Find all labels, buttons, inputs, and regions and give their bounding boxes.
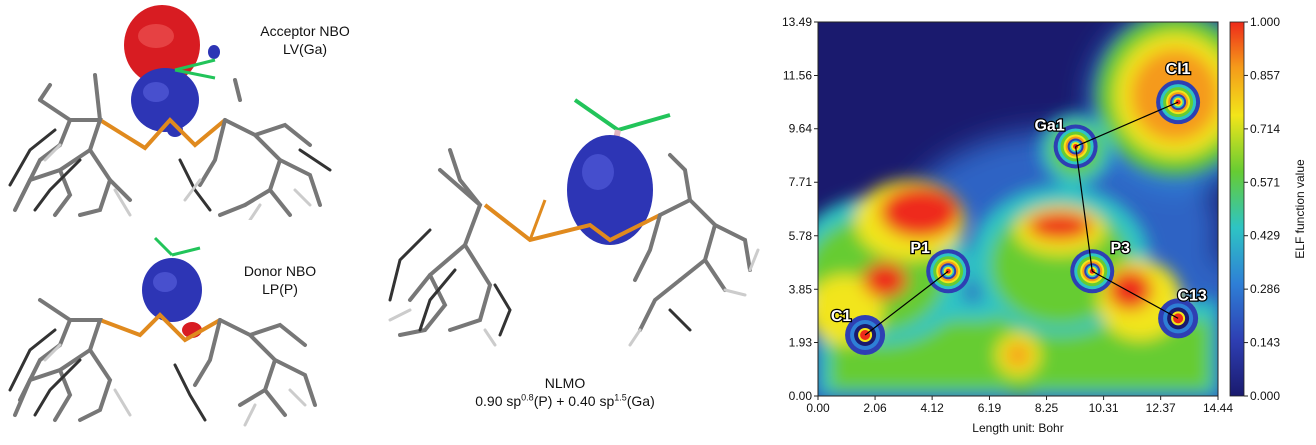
y-tick-label: 13.49 <box>782 15 812 29</box>
colorbar-tick-label: 0.571 <box>1250 175 1280 189</box>
nlmo-panel: NLMO 0.90 sp0.8(P) + 0.40 sp1.5(Ga) <box>370 0 760 440</box>
atom-core-c13 <box>1158 298 1199 339</box>
donor-molecule-image <box>8 236 317 427</box>
y-tick-label: 11.56 <box>783 69 812 83</box>
y-tick-label: 3.85 <box>789 282 813 296</box>
y-tick-label: 0.00 <box>789 389 813 403</box>
formula-exponent-1: 0.8 <box>521 392 534 403</box>
elf-plot-frame <box>817 21 1219 397</box>
formula-part-coef1: 0.90 sp <box>475 393 522 409</box>
formula-part-atom2: (Ga) <box>626 393 655 409</box>
atom-label-ga1: Ga1 <box>1034 117 1064 134</box>
donor-title-line1: Donor NBO <box>243 263 317 279</box>
nlmo-title: NLMO <box>544 375 586 391</box>
atom-label-cl1: Cl1 <box>1166 61 1191 78</box>
y-tick-label: 1.93 <box>789 335 813 349</box>
elf-map-panel: Cl1 Ga1 P1 P3 C1 C13 0.00 2.06 4.12 6.19 8.25 10.3… <box>760 0 1316 440</box>
colorbar-tick-label: 0.429 <box>1250 229 1280 243</box>
formula-exponent-2: 1.5 <box>614 392 627 403</box>
nlmo-molecule-image <box>388 98 760 347</box>
y-axis-ticks: 0.00 1.93 3.85 5.78 7.71 9.64 11.56 13.49 <box>782 15 818 403</box>
atom-label-p1: P1 <box>910 240 930 257</box>
bond-ga1-p3 <box>1075 146 1093 272</box>
y-tick-label: 9.64 <box>789 122 813 136</box>
colorbar-tick-label: 0.286 <box>1250 282 1280 296</box>
x-tick-label: 6.19 <box>978 401 1002 415</box>
atom-labels: Cl1 Ga1 P1 P3 C1 C13 <box>830 60 1209 326</box>
x-tick-label: 12.37 <box>1146 401 1176 415</box>
atom-label-c1: C1 <box>831 308 852 325</box>
colorbar-tick-label: 0.143 <box>1250 336 1280 350</box>
colorbar <box>1229 21 1245 397</box>
colorbar-title: ELF function value <box>1293 159 1307 259</box>
x-tick-label: 0.00 <box>806 401 830 415</box>
bond-c1-p1 <box>864 270 949 336</box>
x-tick-label: 4.12 <box>920 401 944 415</box>
x-axis-title: Length unit: Bohr <box>972 421 1063 435</box>
x-axis-ticks: 0.00 2.06 4.12 6.19 8.25 10.31 12.37 14.44 <box>806 396 1233 415</box>
elf-density-layer <box>818 22 1218 396</box>
atom-label-c13: C13 <box>1177 287 1206 304</box>
donor-nbo-panel: Donor NBO LP(P) <box>0 220 370 440</box>
colorbar-tick-label: 0.000 <box>1250 389 1280 403</box>
atom-core-ga1 <box>1053 124 1098 169</box>
bond-ga1-cl1 <box>1075 101 1179 148</box>
x-tick-label: 2.06 <box>863 401 887 415</box>
acceptor-blue-lobe <box>131 68 199 132</box>
donor-title-line2: LP(P) <box>262 281 298 297</box>
bond-p3-c13 <box>1091 270 1179 319</box>
acceptor-molecule-image <box>8 5 332 220</box>
x-tick-label: 10.31 <box>1089 401 1119 415</box>
x-tick-label: 14.44 <box>1203 401 1233 415</box>
nlmo-formula: 0.90 sp0.8(P) + 0.40 sp1.5(Ga) <box>440 392 690 410</box>
colorbar-tick-label: 0.714 <box>1250 122 1280 136</box>
colorbar-tick-label: 1.000 <box>1250 15 1280 29</box>
atom-core-cl1 <box>1156 80 1201 125</box>
acceptor-nbo-panel: Acceptor NBO LV(Ga) <box>0 0 370 220</box>
acceptor-title-line2: LV(Ga) <box>282 41 328 57</box>
atom-label-p3: P3 <box>1110 240 1130 257</box>
acceptor-title-line1: Acceptor NBO <box>260 23 350 39</box>
x-tick-label: 8.25 <box>1035 401 1059 415</box>
elf-map-figure: Cl1 Ga1 P1 P3 C1 C13 0.00 2.06 4.12 6.19 8.25 10.3… <box>782 15 1307 435</box>
formula-part-atom1: (P) + 0.40 sp <box>533 393 615 409</box>
y-tick-label: 5.78 <box>789 229 813 243</box>
bond-lines <box>864 101 1179 336</box>
y-tick-label: 7.71 <box>789 175 813 189</box>
colorbar-tick-label: 0.857 <box>1250 68 1280 82</box>
colorbar-ticks: 0.000 0.143 0.286 0.429 0.571 0.714 0.857 1.000 <box>1244 15 1280 403</box>
